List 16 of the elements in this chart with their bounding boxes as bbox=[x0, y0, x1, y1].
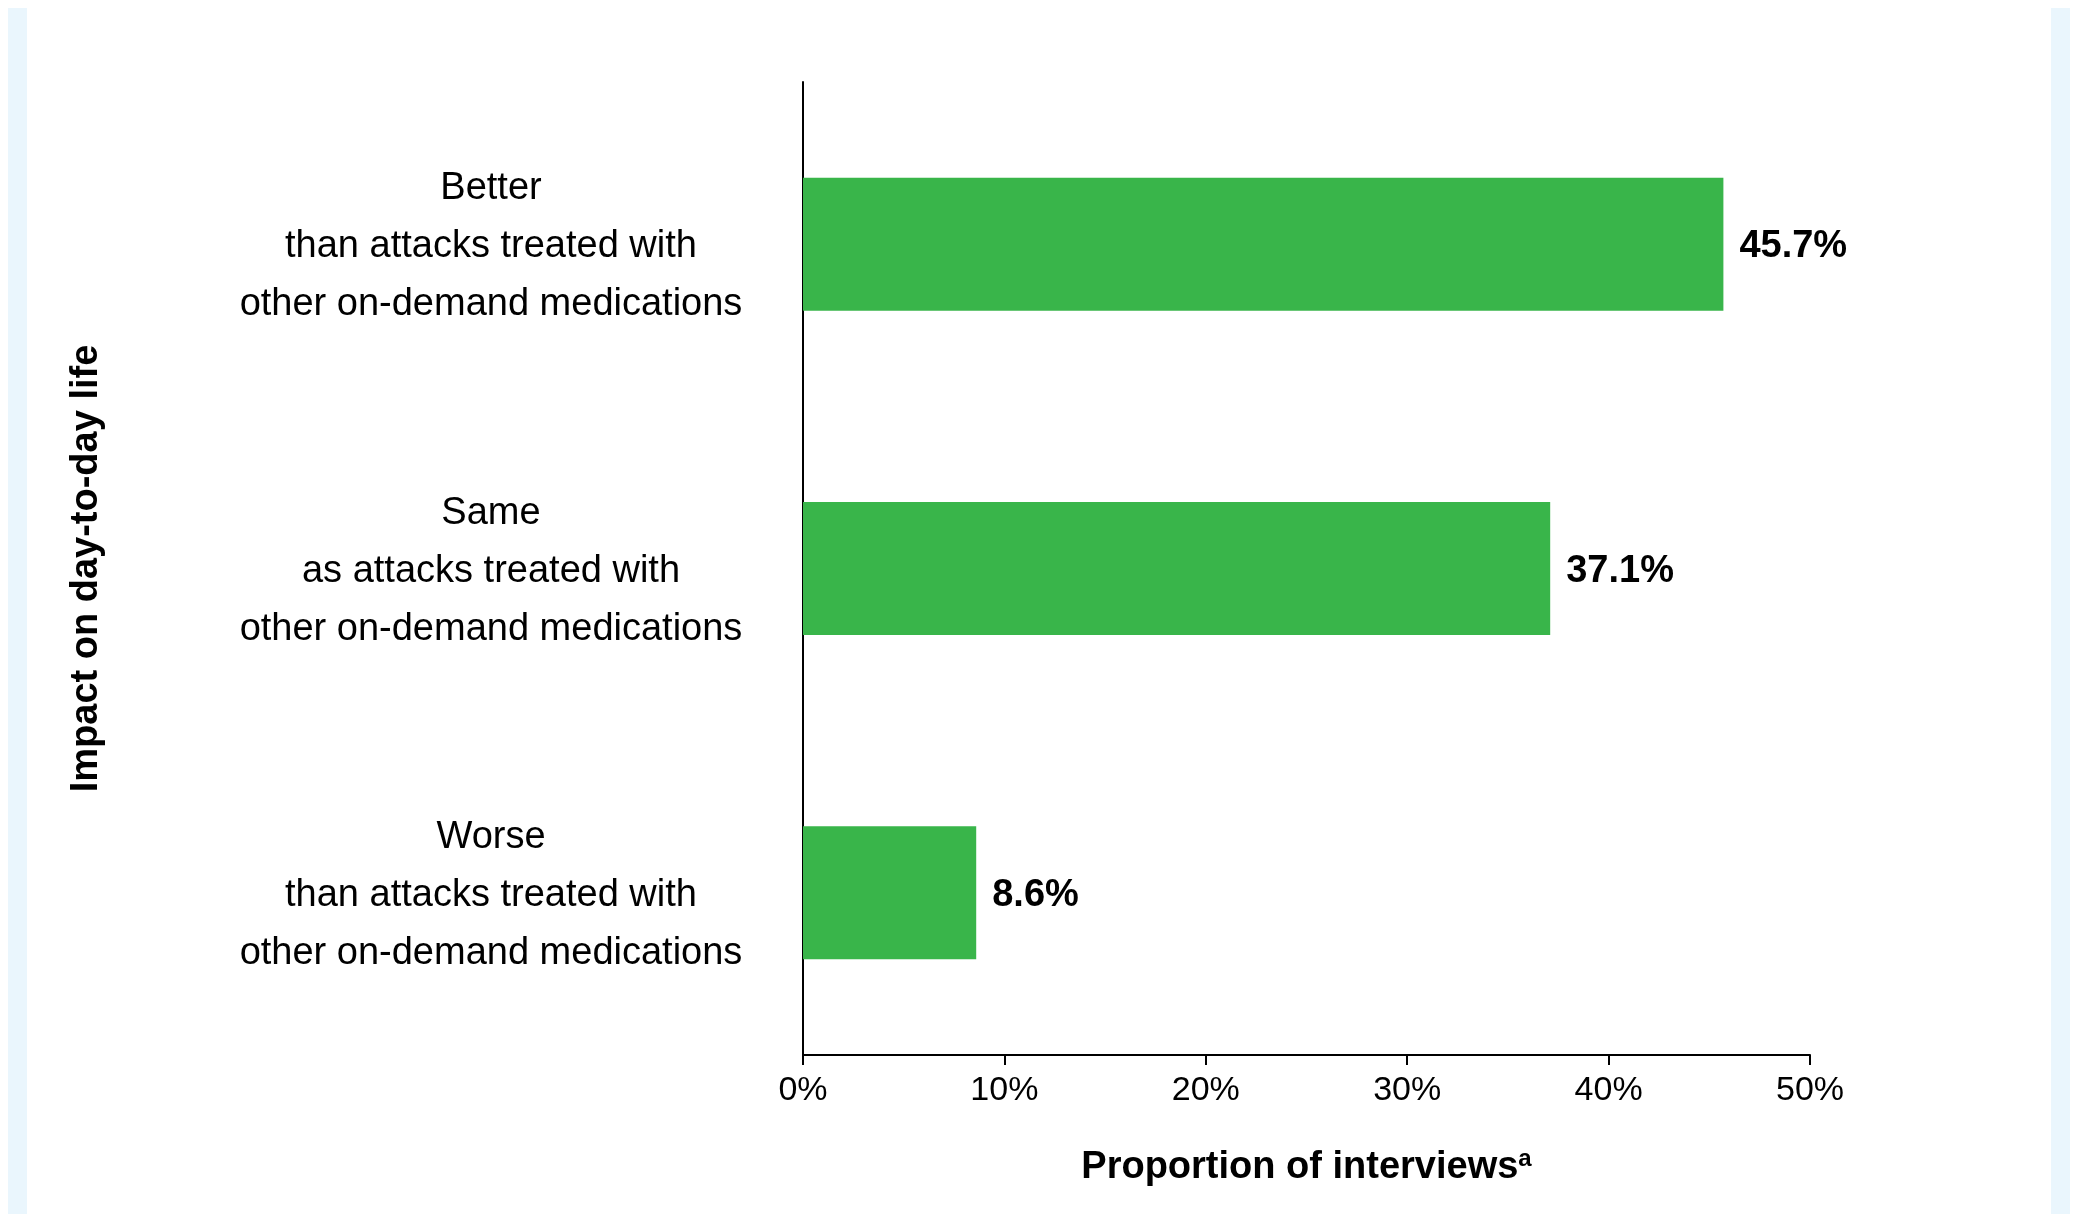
x-tick-label: 20% bbox=[1171, 1069, 1240, 1107]
x-tick-label: 40% bbox=[1574, 1069, 1643, 1107]
data-label: 45.7% bbox=[1739, 223, 1848, 266]
x-tick-label: 30% bbox=[1373, 1069, 1442, 1107]
y-axis-title: Impact on day-to-day life bbox=[63, 344, 105, 793]
x-tick-label: 50% bbox=[1775, 1069, 1845, 1107]
bar bbox=[803, 502, 1551, 635]
x-tick-label: 0% bbox=[778, 1069, 828, 1107]
y-tick-label: Worse than attacks treated with other on-demand medications bbox=[239, 813, 743, 972]
y-tick-label: Same as attacks treated with other on-demand medications bbox=[239, 489, 743, 648]
bar bbox=[803, 826, 977, 960]
data-label: 8.6% bbox=[992, 871, 1079, 914]
data-label: 37.1% bbox=[1566, 547, 1674, 590]
y-tick-label: Better than attacks treated with other on-demand medications bbox=[239, 165, 743, 324]
bar bbox=[803, 177, 1724, 311]
x-tick-label: 10% bbox=[970, 1069, 1039, 1107]
